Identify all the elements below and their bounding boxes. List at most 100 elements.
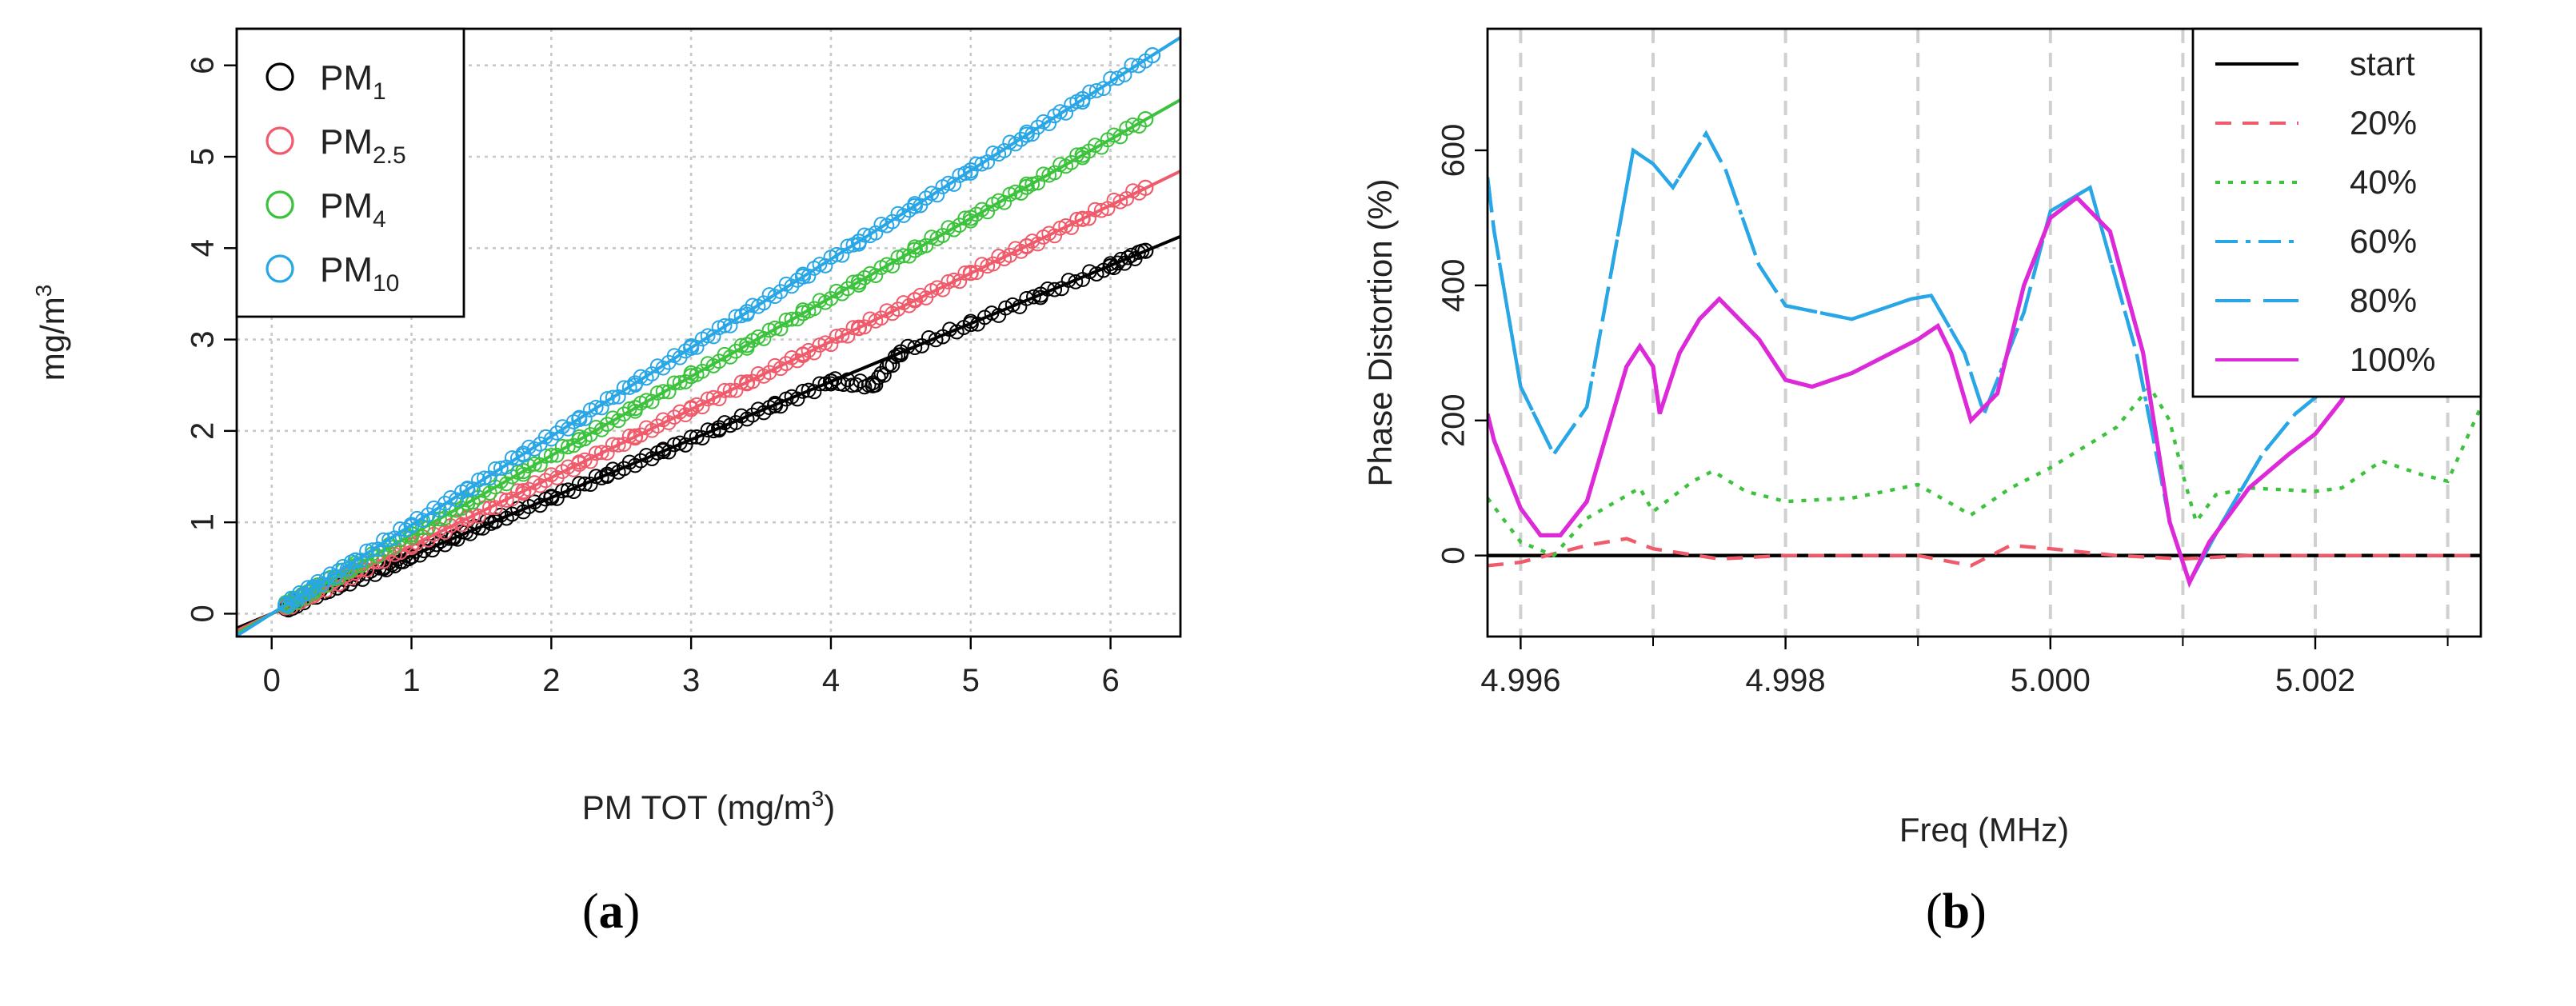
scatter-point xyxy=(526,456,542,472)
scatter-point xyxy=(767,289,783,304)
scatter-point xyxy=(493,461,509,476)
legend-marker-4 xyxy=(266,190,294,219)
scatter-point xyxy=(941,175,957,191)
scatter-point xyxy=(865,377,881,393)
scatter-point xyxy=(605,389,621,405)
x-tick-label: 6 xyxy=(1101,663,1119,698)
scatter-point xyxy=(738,337,756,353)
scatter-point xyxy=(365,542,380,557)
fit-line-10 xyxy=(237,36,1180,637)
caption-b-close: ) xyxy=(1970,884,1987,939)
scatter-point xyxy=(850,234,868,250)
chart-b: 4.996 4.998 5.000 5.002 0 200 400 600 Freq (MHz)… xyxy=(1361,27,2482,848)
x-tick-label: 4.998 xyxy=(1746,663,1826,698)
scatter-point xyxy=(437,495,453,511)
legend-label-60pct: 60% xyxy=(2350,222,2417,260)
scatter-point xyxy=(794,268,812,285)
scatter-point xyxy=(906,198,923,214)
scatter-point xyxy=(278,596,294,613)
y-tick-label: 200 xyxy=(1436,393,1472,447)
scatter-point xyxy=(1137,179,1154,196)
x-tick-label: 5.002 xyxy=(2275,663,2355,698)
x-tick-label: 5 xyxy=(962,663,980,698)
x-axis-title-text: PM TOT (mg/m xyxy=(582,788,812,826)
scatter-point xyxy=(1116,67,1132,82)
series-10 xyxy=(237,36,1180,637)
scatter-point xyxy=(794,305,812,321)
scatter-point xyxy=(1093,202,1109,218)
caption-a: (a) xyxy=(582,884,640,940)
legend-label-name: PM xyxy=(320,122,373,162)
scatter-point xyxy=(1109,70,1125,86)
scatter-point xyxy=(722,382,738,398)
scatter-point xyxy=(806,301,822,317)
scatter-point xyxy=(543,448,559,463)
legend-label-sub: 4 xyxy=(373,206,386,233)
scatter-point xyxy=(717,317,733,333)
scatter-point xyxy=(1144,47,1161,64)
chart-b-group: 4.996 4.998 5.000 5.002 0 200 400 600 Freq (MHz)… xyxy=(1361,27,2482,848)
scatter-point xyxy=(1047,281,1063,297)
scatter-point xyxy=(560,482,576,498)
x-tick-label: 2 xyxy=(542,663,560,698)
scatter-point xyxy=(850,319,868,336)
scatter-point xyxy=(459,481,476,498)
y-tick-label: 0 xyxy=(186,605,221,622)
scatter-point xyxy=(571,455,588,473)
x-axis-title-sup: 3 xyxy=(812,786,825,811)
legend-label-10: PM10 xyxy=(320,250,399,297)
scatter-point xyxy=(331,563,347,578)
legend-label-100pct: 100% xyxy=(2350,341,2435,378)
scatter-point xyxy=(962,316,979,333)
scatter-point xyxy=(1074,90,1091,108)
scatter-point xyxy=(962,210,979,226)
y-tick-label: 400 xyxy=(1436,259,1472,313)
y-tick-label: 6 xyxy=(186,57,221,74)
legend-a-box xyxy=(235,27,465,318)
scatter-point xyxy=(683,368,700,385)
scatter-point xyxy=(335,559,351,574)
scatter-point xyxy=(571,432,588,449)
series-line-100pct xyxy=(1488,194,2358,589)
x-tick-label: 4 xyxy=(822,663,840,698)
x-tick-label: 4.996 xyxy=(1480,663,1560,698)
legend-label-4: PM4 xyxy=(320,186,386,233)
y-axis-title-text: mg/m xyxy=(34,297,71,381)
scatter-point xyxy=(515,463,532,480)
scatter-point xyxy=(1047,165,1063,181)
scatter-point xyxy=(1074,146,1091,163)
caption-a-open: ( xyxy=(582,884,599,939)
legend-label-sub: 2.5 xyxy=(373,142,406,169)
scatter-point xyxy=(504,506,520,522)
y-tick-label: 3 xyxy=(186,330,221,348)
scatter-point xyxy=(498,493,514,508)
scatter-point xyxy=(834,327,850,343)
scatter-point xyxy=(655,384,671,400)
scatter-point xyxy=(560,439,576,455)
legend-label-1: PM1 xyxy=(320,58,386,105)
scatter-point xyxy=(537,473,553,489)
scatter-point xyxy=(1032,286,1049,303)
scatter-point xyxy=(1125,117,1140,133)
scatter-point xyxy=(1018,126,1035,143)
scatter-point xyxy=(1018,238,1035,255)
scatter-point xyxy=(1018,178,1035,195)
scatter-point xyxy=(655,442,672,460)
scatter-point xyxy=(1137,111,1154,128)
scatter-point xyxy=(599,466,616,483)
scatter-point xyxy=(711,420,728,437)
x-axis-title-end: ) xyxy=(824,788,835,826)
scatter-point xyxy=(812,257,828,272)
scatter-point xyxy=(306,579,322,596)
x-tick-label: 5.000 xyxy=(2011,663,2091,698)
legend-label-name: PM xyxy=(320,186,373,226)
scatter-point xyxy=(588,400,604,415)
scatter-point xyxy=(633,453,649,469)
scatter-point xyxy=(794,346,812,364)
x-tick-label: 3 xyxy=(682,663,700,698)
scatter-point xyxy=(445,529,462,546)
legend-label-sub: 1 xyxy=(373,78,386,105)
legend-label-20pct: 20% xyxy=(2350,104,2417,142)
